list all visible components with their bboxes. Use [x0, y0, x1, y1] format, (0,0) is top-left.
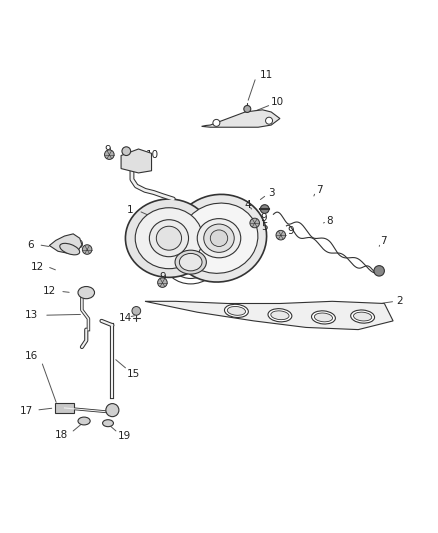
Text: 9: 9 [261, 213, 267, 223]
Ellipse shape [314, 313, 332, 322]
Text: 9: 9 [76, 240, 83, 250]
Text: 14: 14 [119, 313, 132, 323]
Text: 9: 9 [287, 226, 294, 236]
Text: 18: 18 [55, 430, 68, 440]
Polygon shape [145, 301, 393, 329]
Text: 10: 10 [271, 97, 284, 107]
Ellipse shape [175, 250, 206, 274]
Ellipse shape [125, 199, 212, 277]
Text: 12: 12 [31, 262, 44, 271]
Ellipse shape [353, 312, 372, 321]
Circle shape [82, 245, 92, 254]
Ellipse shape [180, 254, 202, 271]
Circle shape [244, 106, 251, 112]
Text: 7: 7 [316, 185, 322, 195]
Circle shape [106, 403, 119, 417]
Ellipse shape [227, 306, 246, 316]
Text: 11: 11 [259, 70, 272, 80]
Text: 8: 8 [327, 216, 333, 226]
Ellipse shape [180, 203, 258, 273]
Ellipse shape [271, 311, 289, 320]
Ellipse shape [210, 230, 228, 246]
Circle shape [265, 117, 272, 124]
Polygon shape [49, 234, 82, 254]
Ellipse shape [311, 311, 336, 324]
Circle shape [260, 205, 269, 213]
Ellipse shape [204, 224, 234, 252]
Ellipse shape [224, 304, 248, 318]
Text: 19: 19 [117, 431, 131, 441]
Text: 9: 9 [159, 272, 166, 282]
Text: 2: 2 [396, 296, 403, 306]
Ellipse shape [171, 195, 267, 282]
Text: 3: 3 [268, 188, 275, 198]
Ellipse shape [156, 226, 182, 250]
Ellipse shape [149, 220, 188, 257]
Text: 10: 10 [146, 150, 159, 160]
Text: 13: 13 [25, 310, 38, 320]
Text: 7: 7 [380, 236, 387, 246]
Ellipse shape [78, 417, 90, 425]
Bar [55, 403, 74, 413]
Text: 1: 1 [127, 205, 133, 215]
Text: 12: 12 [42, 286, 56, 296]
Ellipse shape [60, 244, 80, 255]
Polygon shape [121, 149, 152, 173]
Bar [173, 211, 230, 256]
Ellipse shape [78, 287, 95, 298]
Text: 9: 9 [104, 145, 111, 155]
Circle shape [122, 147, 131, 156]
Ellipse shape [135, 208, 203, 269]
Circle shape [105, 150, 114, 159]
Text: 16: 16 [25, 351, 38, 361]
Text: 4: 4 [244, 200, 251, 209]
Circle shape [374, 265, 385, 276]
Ellipse shape [268, 309, 292, 322]
Circle shape [276, 230, 286, 240]
Polygon shape [201, 110, 280, 127]
Text: 15: 15 [127, 369, 140, 379]
Circle shape [213, 119, 220, 126]
Text: 5: 5 [261, 222, 268, 232]
Text: 17: 17 [20, 406, 33, 416]
Ellipse shape [197, 219, 241, 258]
Ellipse shape [351, 310, 374, 323]
Ellipse shape [102, 419, 113, 426]
Circle shape [158, 278, 167, 287]
Text: 6: 6 [28, 240, 34, 250]
Circle shape [250, 218, 259, 228]
Circle shape [132, 306, 141, 315]
